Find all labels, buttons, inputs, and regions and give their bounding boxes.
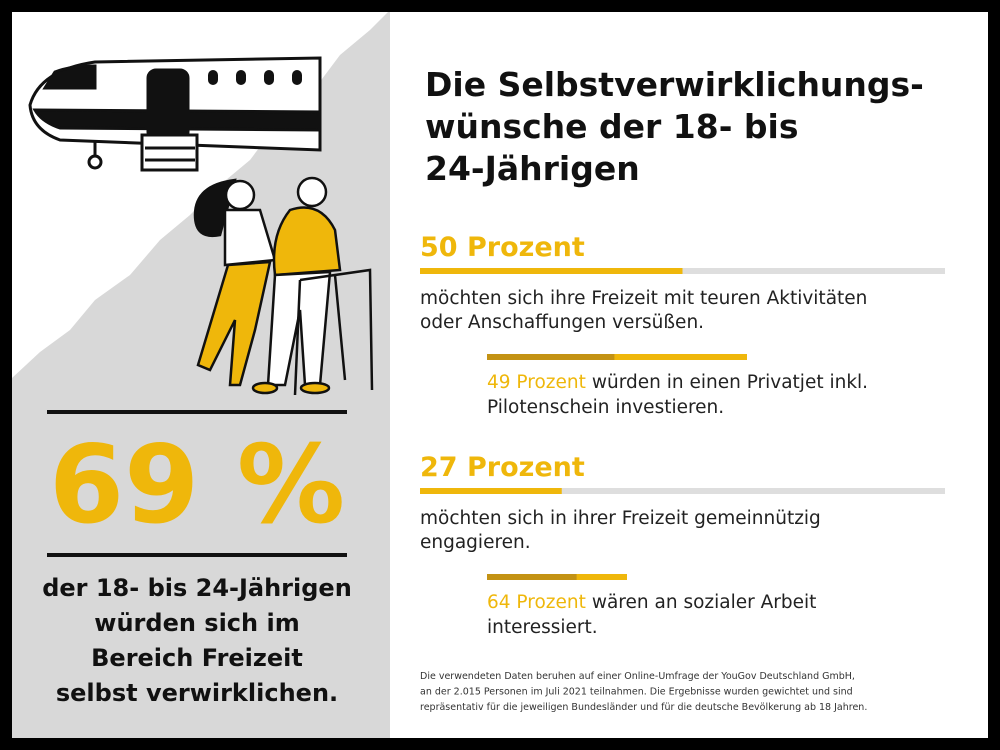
sections: 50 Prozent möchten sich ihre Freizeit mit…	[420, 232, 945, 638]
detail-text: 49 Prozent würden in einen Privatjet inkl…	[487, 372, 868, 393]
footnote-line: Die verwendeten Daten beruhen auf einer …	[420, 671, 855, 682]
section-headline: 27 Prozent	[420, 452, 585, 483]
bar	[420, 488, 562, 494]
sub-bar	[487, 354, 615, 360]
highlight-line: selbst verwirklichen.	[56, 679, 338, 707]
title-line: 24-Jährigen	[425, 149, 640, 188]
highlight-line: der 18- bis 24-Jährigen	[42, 574, 352, 602]
section-headline: 50 Prozent	[420, 232, 585, 263]
highlight-line: würden sich im	[94, 609, 299, 637]
section: 50 Prozent möchten sich ihre Freizeit mit…	[420, 232, 945, 418]
title-line: Die Selbstverwirklichungs-	[425, 65, 924, 104]
section-text: engagieren.	[420, 532, 531, 553]
detail-line: würden in einen Privatjet inkl.	[592, 372, 868, 393]
section: 27 Prozent möchten sich in ihrer Freizeit…	[420, 452, 945, 638]
detail-text: 64 Prozent wären an sozialer Arbeit	[487, 592, 816, 613]
title: Die Selbstverwirklichungs-wünsche der 18…	[425, 65, 924, 188]
section-text: oder Anschaffungen versüßen.	[420, 312, 704, 333]
plane-illustration	[28, 56, 322, 172]
detail-share: 64 Prozent	[487, 592, 586, 613]
detail-line: Pilotenschein investieren.	[487, 397, 724, 418]
people-illustration	[193, 176, 374, 396]
footnote-line: an der 2.015 Personen im Juli 2021 teiln…	[420, 687, 853, 698]
highlight-text: der 18- bis 24-Jährigen würden sich im Ber…	[42, 574, 352, 707]
section-text: möchten sich in ihrer Freizeit gemeinnüt…	[420, 508, 821, 529]
section-text: möchten sich ihre Freizeit mit teuren Ak…	[420, 288, 867, 309]
footnote-line: repräsentativ für die jeweiligen Bundesl…	[420, 702, 867, 713]
bar-track	[420, 488, 945, 494]
highlight-line: Bereich Freizeit	[91, 644, 303, 672]
detail-line: wären an sozialer Arbeit	[592, 592, 817, 613]
detail-line: interessiert.	[487, 617, 598, 638]
footnote: Die verwendeten Daten beruhen auf einer …	[420, 671, 867, 713]
sub-bar	[487, 574, 577, 580]
sub-bar-track	[487, 354, 747, 360]
detail-share: 49 Prozent	[487, 372, 586, 393]
title-line: wünsche der 18- bis	[425, 107, 799, 146]
highlight-value: 69 %	[49, 423, 345, 548]
bar	[420, 268, 683, 274]
